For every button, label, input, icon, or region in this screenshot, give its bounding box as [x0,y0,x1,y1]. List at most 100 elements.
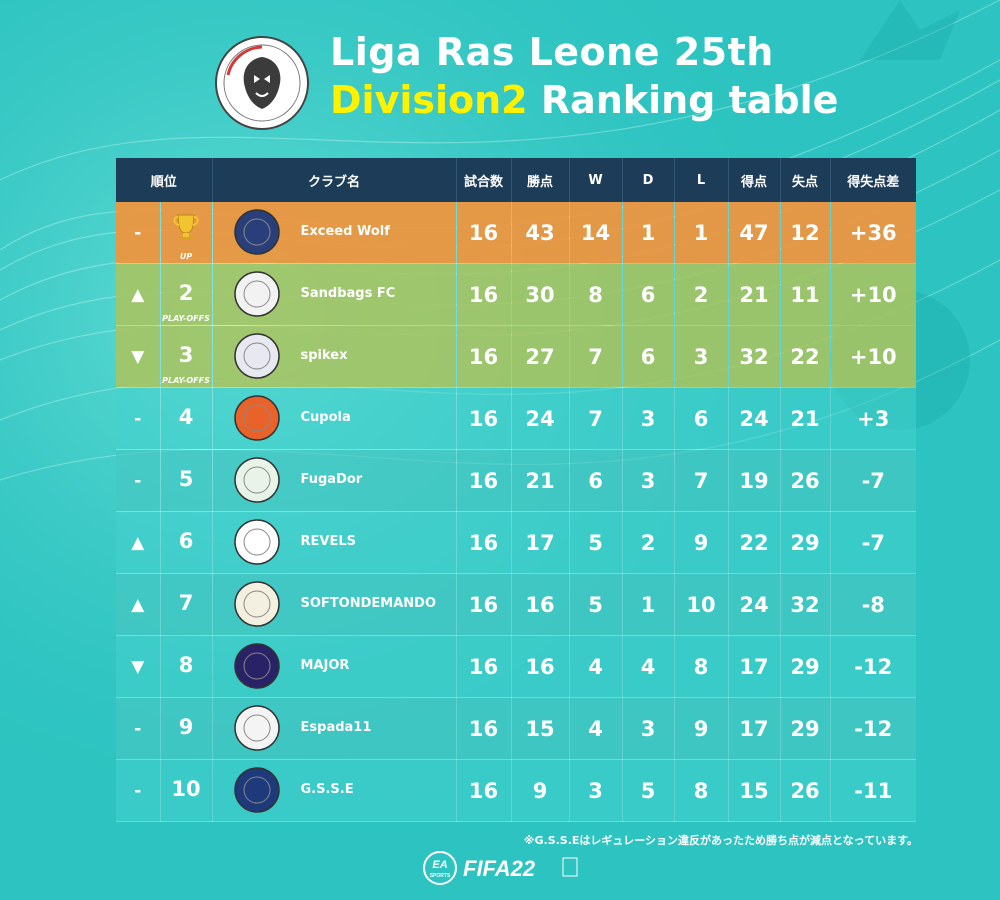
league-logo-icon [215,36,309,130]
movement-indicator: ▲ [116,263,161,326]
position-note: UP [179,252,193,261]
wins-value: 5 [588,592,603,617]
club-crest-icon [233,395,280,441]
club-name: G.S.S.E [300,782,354,797]
points-value: 17 [525,530,555,555]
goals-for-cell: 32 [728,325,781,388]
club-crest-icon [233,643,280,689]
position-number: 7 [178,590,194,615]
wins-value: 7 [588,406,603,431]
losses-value: 3 [693,344,709,369]
points-value: 16 [525,592,555,617]
col-header-goals-against: 失点 [780,158,831,202]
goals-against-value: 32 [790,592,820,617]
position-number: 4 [178,404,194,429]
position-number: 2 [178,280,194,305]
goals-for-value: 32 [739,344,769,369]
goals-for-cell: 47 [728,202,781,264]
played-cell: 16 [456,759,512,822]
position-cell: 7 [160,573,213,636]
position-cell: 8 [160,635,213,698]
col-header-goals-for: 得点 [728,158,781,202]
goals-for-cell: 24 [728,387,781,450]
wins-value: 7 [588,344,603,369]
position-cell: 2 PLAY-OFFS [160,263,213,326]
club-crest-icon [233,457,280,503]
draws-cell: 4 [622,635,675,698]
goal-diff-cell: -12 [830,635,917,698]
position-number: 9 [178,714,194,739]
club-name: FugaDor [300,472,363,487]
division-label: Division2 [330,78,528,122]
table-row: - 4 Cupola 16 24 7 3 6 24 21 +3 [116,387,917,450]
trophy-icon [173,214,199,240]
club-crest-icon [233,209,280,255]
goal-diff-cell: -12 [830,697,917,760]
goal-diff-value: +10 [849,344,897,369]
points-value: 24 [525,406,555,431]
goals-against-value: 29 [790,654,820,679]
points-value: 15 [525,716,555,741]
goal-diff-value: -8 [861,592,885,617]
draws-value: 3 [640,716,656,741]
points-value: 9 [532,778,548,803]
goals-for-value: 21 [739,282,769,307]
goals-for-value: 17 [739,716,769,741]
wins-value: 3 [588,778,603,803]
goals-for-value: 47 [739,220,769,245]
draws-value: 3 [640,406,656,431]
goals-against-value: 26 [790,778,820,803]
position-note: PLAY-OFFS [162,376,210,385]
played-value: 16 [468,406,499,431]
wins-value: 4 [588,716,603,741]
movement-indicator: - [116,387,161,450]
club-cell: G.S.S.E [212,759,457,822]
ranking-table: 順位 クラブ名 試合数 勝点 W D L 得点 失点 得失点差 - UP Exc… [116,158,917,822]
goal-diff-cell: +10 [830,325,917,388]
goal-diff-cell: -7 [830,511,917,574]
fifa22-text: FIFA22 [463,856,536,881]
goals-for-value: 22 [739,530,769,555]
club-name: REVELS [300,534,356,549]
losses-cell: 3 [674,325,729,388]
draws-value: 2 [640,530,656,555]
wins-value: 6 [588,468,603,493]
wins-cell: 8 [569,263,623,326]
points-value: 21 [525,468,555,493]
table-row: ▲ 2 PLAY-OFFS Sandbags FC 16 30 8 6 2 21 11 +10 [116,263,917,326]
losses-cell: 6 [674,387,729,450]
goal-diff-value: +3 [857,406,890,431]
movement-icon: ▲ [131,284,145,305]
points-value: 30 [525,282,555,307]
goal-diff-cell: +10 [830,263,917,326]
played-cell: 16 [456,387,512,450]
goal-diff-value: -7 [861,530,885,555]
col-header-rank: 順位 [116,158,213,202]
points-cell: 21 [511,449,570,512]
goals-for-value: 17 [739,654,769,679]
draws-cell: 2 [622,511,675,574]
position-cell: 4 [160,387,213,450]
col-header-played: 試合数 [456,158,512,202]
played-cell: 16 [456,635,512,698]
goals-for-value: 15 [739,778,769,803]
page-title-line1: Liga Ras Leone 25th [330,30,774,74]
table-header-row: 順位 クラブ名 試合数 勝点 W D L 得点 失点 得失点差 [116,158,917,202]
wins-cell: 4 [569,635,623,698]
goal-diff-cell: +36 [830,202,917,264]
losses-value: 8 [693,778,709,803]
position-cell: 9 [160,697,213,760]
goals-against-cell: 29 [780,511,831,574]
position-number: 3 [178,342,194,367]
position-cell: UP [160,202,213,264]
played-value: 16 [468,592,499,617]
draws-value: 3 [640,468,656,493]
position-cell: 10 [160,759,213,822]
goal-diff-cell: -8 [830,573,917,636]
goals-for-cell: 19 [728,449,781,512]
goals-for-value: 24 [739,406,769,431]
fifa-badge-icon [562,857,578,877]
ea-logo-text: EA [432,859,447,871]
table-row: - 10 G.S.S.E 16 9 3 5 8 15 26 -11 [116,759,917,822]
page-title-line2: Division2 Ranking table [330,78,838,122]
